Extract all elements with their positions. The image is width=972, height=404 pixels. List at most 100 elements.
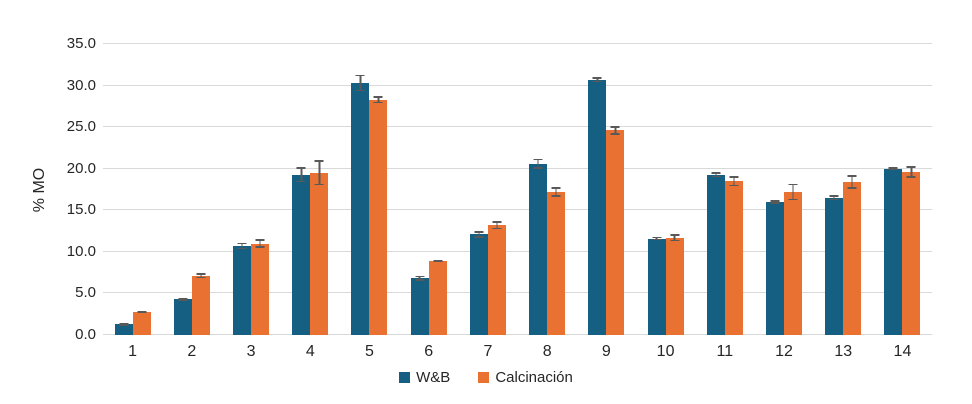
error-bar-series2-cat14: [906, 166, 916, 178]
error-bar-part: [792, 183, 794, 201]
error-bar-series1-cat11: [711, 172, 721, 178]
y-tick-label: 10.0: [66, 242, 96, 260]
x-tick-label: 4: [305, 343, 315, 360]
error-bar-part: [888, 167, 898, 169]
bar-series1-cat5: [351, 83, 370, 335]
error-bar-part: [596, 77, 599, 83]
error-bar-part: [770, 200, 780, 202]
error-bar-part: [906, 176, 916, 178]
bar-group-7: [458, 44, 517, 335]
error-bar-series1-cat1: [119, 322, 129, 326]
error-bar-part: [770, 202, 780, 204]
legend: W&B Calcinación: [0, 369, 972, 386]
error-bar-part: [196, 273, 206, 275]
error-bar-series1-cat12: [770, 200, 780, 204]
bar-series1-cat2: [173, 299, 192, 335]
x-tick-label: 7: [483, 343, 493, 360]
error-bar-part: [296, 167, 306, 169]
error-bar-part: [910, 166, 913, 178]
x-tick-label: 3: [246, 343, 256, 360]
error-bar-series1-cat6: [415, 275, 425, 281]
bar-series2-cat3: [251, 243, 270, 335]
error-bar-part: [788, 183, 798, 186]
error-bar-part: [237, 242, 247, 245]
error-bar-series2-cat9: [610, 126, 620, 135]
error-bar-series2-cat5: [373, 96, 383, 104]
error-bar-part: [711, 172, 721, 174]
bar-series1-cat3: [233, 246, 252, 335]
error-bar-part: [892, 167, 895, 171]
error-bar-part: [673, 234, 676, 242]
error-bar-part: [359, 74, 362, 92]
bar-series1-cat6: [410, 278, 429, 335]
error-bar-part: [355, 74, 365, 77]
error-bar-part: [178, 299, 188, 301]
bar-series1-cat12: [766, 201, 785, 335]
x-tick-label: 10: [656, 343, 675, 360]
legend-item-1: W&B: [399, 369, 450, 386]
y-tick-label: 5.0: [75, 284, 96, 302]
error-bar-part: [433, 259, 443, 262]
error-bar-series2-cat13: [847, 175, 857, 189]
error-bar-part: [711, 175, 721, 178]
error-bar-part: [851, 175, 853, 189]
y-tick-label: 25.0: [66, 118, 96, 136]
error-bar-part: [610, 126, 620, 128]
error-bar-part: [119, 324, 129, 326]
error-bar-part: [474, 236, 484, 238]
legend-item-2: Calcinación: [478, 369, 573, 386]
bar-group-13: [814, 44, 873, 335]
error-bar-part: [774, 200, 776, 204]
error-bar-series2-cat2: [196, 273, 206, 279]
error-bar-part: [474, 231, 484, 233]
x-tick-label: 9: [601, 343, 611, 360]
legend-swatch-icon: [478, 372, 490, 383]
error-bar-part: [119, 322, 129, 325]
bar-group-9: [577, 44, 636, 335]
error-bar-part: [715, 172, 717, 178]
y-axis-tick-labels: 0.0 5.0 10.0 15.0 20.0 25.0 30.0 35.0: [0, 35, 96, 343]
error-bar-series1-cat14: [888, 167, 898, 171]
error-bar-part: [200, 273, 202, 279]
bar-series2-cat11: [724, 181, 743, 335]
legend-swatch-icon: [399, 372, 411, 383]
gridline: [103, 250, 932, 252]
error-bar-part: [829, 198, 839, 201]
x-tick-label: 14: [893, 343, 912, 360]
error-bar-part: [670, 234, 680, 236]
error-bar-part: [318, 160, 321, 186]
error-bar-part: [418, 275, 421, 281]
error-bar-series2-cat12: [788, 183, 798, 201]
bar-series1-cat9: [588, 79, 607, 335]
error-bar-series1-cat4: [296, 167, 306, 183]
bar-series1-cat11: [706, 174, 725, 335]
x-tick-label: 11: [716, 343, 734, 360]
gridline: [103, 126, 932, 128]
bar-series2-cat9: [606, 130, 625, 335]
plot-area: [103, 43, 932, 335]
gridline: [103, 84, 932, 86]
x-tick-label: 8: [542, 343, 552, 360]
error-bar-part: [373, 101, 383, 104]
error-bar-part: [196, 276, 206, 279]
bar-group-4: [281, 44, 340, 335]
error-bar-series2-cat6: [433, 259, 443, 263]
error-bar-series1-cat8: [533, 158, 543, 169]
error-bar-part: [537, 158, 539, 169]
bar-group-6: [399, 44, 458, 335]
error-bar-part: [592, 80, 602, 83]
error-bar-part: [237, 247, 247, 250]
error-bar-part: [555, 187, 557, 197]
bar-series2-cat7: [487, 225, 506, 335]
error-bar-series2-cat3: [255, 239, 265, 248]
error-bar-part: [652, 236, 662, 239]
x-tick-label: 1: [128, 343, 138, 360]
error-bar-part: [178, 297, 188, 300]
x-tick-label: 12: [775, 343, 793, 360]
y-tick-label: 15.0: [66, 201, 96, 219]
error-bar-part: [829, 195, 839, 197]
error-bar-part: [314, 160, 324, 162]
y-tick-label: 0.0: [75, 326, 96, 343]
error-bar-part: [592, 77, 602, 79]
